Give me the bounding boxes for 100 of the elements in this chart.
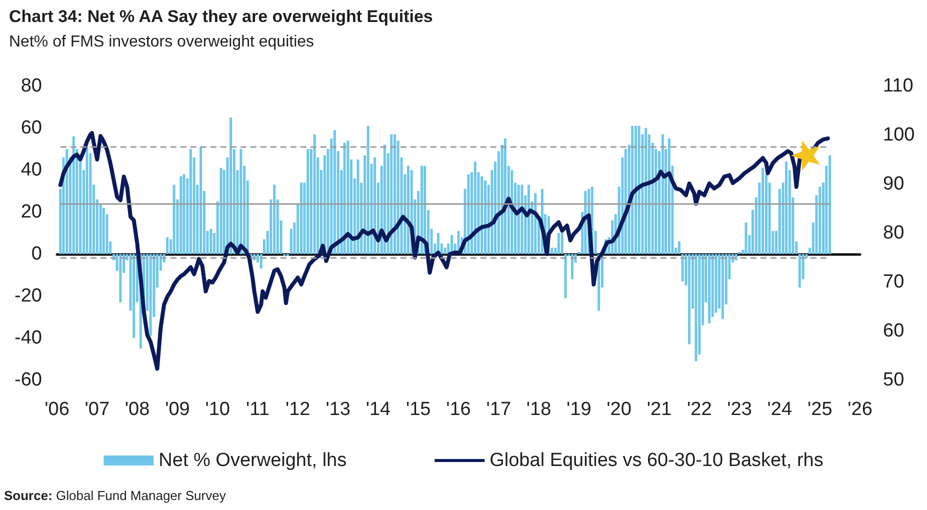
bar (444, 248, 446, 254)
bar (210, 228, 212, 254)
bar (744, 222, 748, 254)
x-tick-label: '16 (446, 399, 471, 420)
bar (564, 254, 567, 298)
bar (678, 241, 680, 254)
bar (694, 254, 698, 362)
bar (557, 233, 560, 254)
bar (638, 126, 640, 254)
bar (119, 254, 122, 302)
bar (644, 128, 648, 254)
x-tick-label: '24 (767, 399, 792, 420)
bar (346, 140, 350, 254)
y2-tick-label: 80 (883, 222, 904, 244)
bar (634, 126, 638, 254)
bar (149, 254, 152, 336)
bar (356, 160, 360, 254)
x-tick-label: '10 (205, 399, 230, 420)
bar (681, 254, 684, 282)
x-tick-label: '23 (727, 399, 752, 420)
source-note: Source: Global Fund Manager Survey (4, 488, 226, 503)
bar (668, 138, 670, 254)
bar (480, 176, 484, 254)
x-tick-label: '18 (526, 399, 552, 420)
x-tick-label: '06 (44, 399, 70, 420)
x-tick-label: '09 (165, 399, 190, 420)
bar (762, 168, 764, 254)
x-tick-label: '25 (807, 399, 832, 420)
bar (467, 174, 470, 254)
y-tick-label: -20 (14, 286, 42, 306)
bar (390, 134, 393, 254)
bar (189, 149, 192, 254)
bar (200, 146, 202, 254)
x-tick-label: '26 (848, 399, 872, 420)
y2-tick-label: 70 (883, 272, 904, 292)
bar (560, 230, 564, 254)
bar (474, 162, 476, 254)
bar (300, 182, 303, 254)
bar (708, 254, 711, 324)
bar (86, 146, 88, 254)
x-tick-label: '08 (124, 399, 150, 420)
legend-label: Global Equities vs 60-30-10 Basket, rhs (490, 450, 824, 471)
bar (721, 254, 724, 320)
x-tick-label: '12 (285, 399, 310, 420)
bar (714, 254, 718, 313)
chart-title: Chart 34: Net % AA Say they are overweight Equities (9, 7, 433, 26)
bar (66, 149, 68, 254)
y2-tick-label: 50 (883, 370, 904, 390)
chart-subtitle: Net% of FMS investors overweight equities (9, 34, 314, 50)
x-tick-label: '20 (606, 399, 632, 420)
bar (394, 134, 396, 254)
bar (180, 176, 182, 254)
bar (102, 208, 105, 254)
y-tick-label: 0 (31, 244, 42, 264)
y-tick-label: 40 (20, 160, 42, 180)
y2-tick-label: 90 (883, 174, 904, 194)
line-series (58, 131, 830, 371)
bar (220, 168, 222, 254)
bar (798, 254, 801, 288)
bar (99, 204, 102, 254)
x-tick-label: '15 (406, 399, 431, 420)
y2-tick-label: 110 (883, 76, 914, 96)
y-tick-label: 80 (20, 76, 42, 96)
bar (240, 149, 242, 254)
y2-tick-label: 100 (883, 124, 915, 146)
bar (504, 138, 506, 254)
bar (828, 155, 832, 254)
x-tick-label: '14 (366, 399, 392, 420)
y-tick-label: 60 (20, 118, 42, 138)
bar (172, 184, 176, 254)
x-tick-label: '17 (486, 399, 512, 420)
bar (570, 254, 574, 280)
bar (688, 254, 691, 344)
bar (366, 126, 370, 254)
bar (520, 184, 524, 254)
bar (132, 254, 136, 338)
bar (484, 180, 487, 254)
y2-tick-label: 60 (883, 320, 904, 342)
y-tick-label: -40 (14, 328, 42, 348)
y-tick-label: 20 (20, 202, 42, 222)
bar (273, 184, 276, 254)
bar (420, 166, 423, 254)
bar (72, 136, 75, 254)
bar (343, 142, 346, 254)
bar (182, 174, 186, 254)
x-tick-label: '13 (326, 399, 350, 420)
bar (166, 237, 169, 254)
x-tick-label: '22 (687, 399, 712, 420)
bar (818, 186, 822, 254)
bar (260, 254, 262, 269)
bar (333, 130, 336, 254)
x-tick-label: '21 (646, 399, 672, 420)
x-tick-label: '19 (566, 399, 592, 420)
legend-label: Net % Overweight, lhs (158, 450, 347, 471)
y-tick-label: -60 (14, 370, 42, 390)
bar (313, 134, 316, 254)
bar (784, 162, 788, 254)
bar (230, 118, 232, 254)
x-tick-label: '07 (84, 399, 110, 420)
x-tick-label: '11 (246, 399, 270, 420)
